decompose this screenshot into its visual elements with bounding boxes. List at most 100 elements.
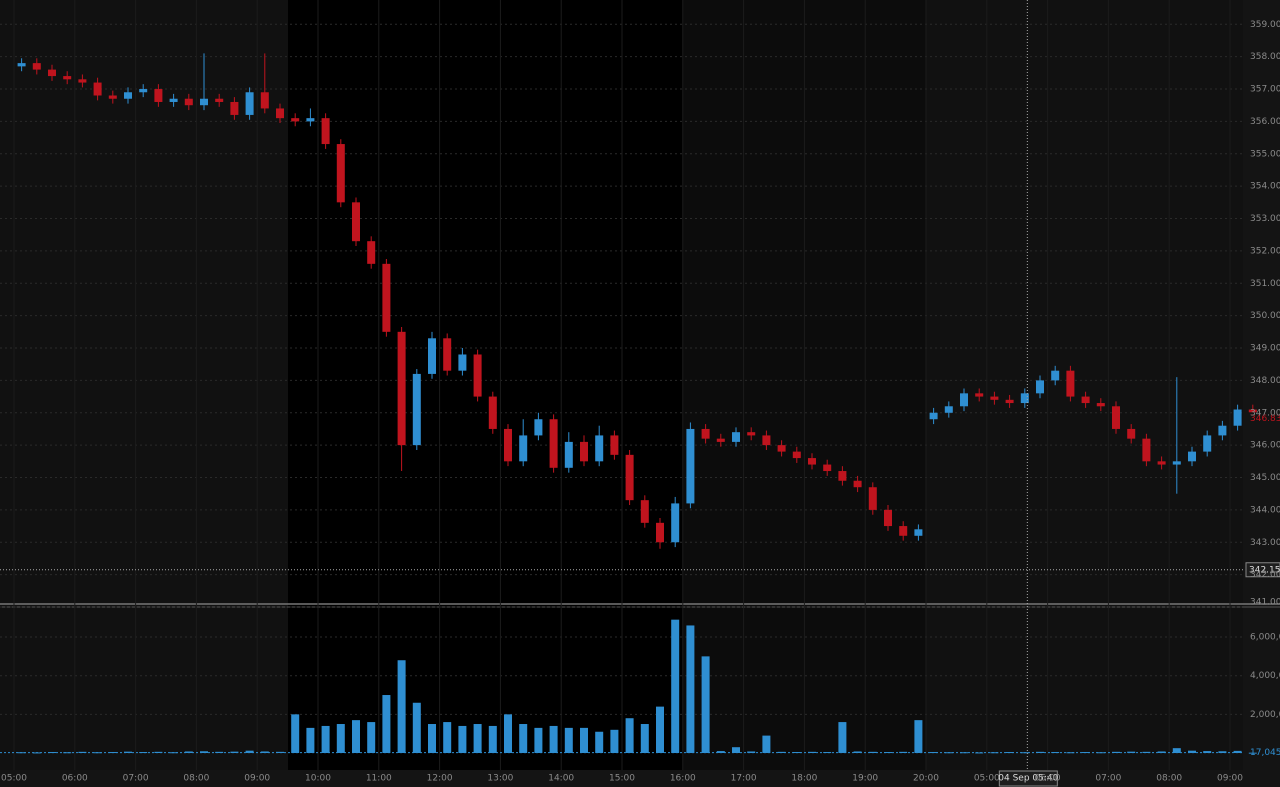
candle-body	[701, 428, 710, 439]
x-tick-label: 12:00	[427, 774, 453, 784]
volume-bar	[1248, 752, 1257, 754]
candle-body	[215, 98, 224, 102]
y-tick-label: 346.00	[1250, 441, 1280, 451]
crosshair-price-box	[1245, 562, 1280, 578]
volume-bar	[1051, 752, 1060, 754]
candle-body	[291, 118, 300, 122]
y-tick-label: 355.00	[1250, 149, 1280, 159]
candle-body	[960, 393, 968, 407]
volume-bar	[367, 722, 376, 753]
volume-bar	[671, 619, 680, 753]
x-tick-label: 20:00	[913, 774, 939, 784]
candle-body	[397, 331, 406, 446]
candle-body	[975, 393, 984, 397]
volume-bar	[595, 731, 604, 753]
volume-bar	[382, 695, 391, 753]
candle-body	[625, 454, 634, 501]
candle-body	[108, 95, 117, 99]
candle-body	[534, 419, 543, 436]
volume-bar	[610, 729, 619, 753]
volume-bar	[488, 725, 497, 753]
volume-bar	[656, 706, 664, 753]
candle-body	[428, 338, 436, 374]
y-tick-label: 357.00	[1250, 85, 1280, 95]
candle-body	[32, 63, 41, 70]
volume-bar	[473, 724, 482, 753]
candle-body	[1157, 461, 1166, 465]
candle-body	[1233, 409, 1242, 426]
candle-body	[990, 396, 999, 400]
x-tick-label: 16:00	[670, 774, 696, 784]
volume-bar	[747, 751, 756, 753]
candle-body	[1127, 428, 1136, 439]
volume-bar	[899, 751, 908, 753]
x-tick-label: 08:00	[183, 774, 209, 784]
y-tick-label: 351.00	[1250, 279, 1280, 289]
y-tick-label: 347.00	[1250, 408, 1280, 418]
x-tick-label: 10:00	[305, 774, 331, 784]
x-tick-label: 06:00	[1035, 774, 1061, 784]
candle-body	[1051, 370, 1060, 381]
x-tick-label: 05:00	[974, 774, 1000, 784]
y-tick-label: 358.00	[1250, 52, 1280, 62]
candle-body	[230, 101, 239, 115]
candle-body	[686, 428, 695, 504]
candle-body	[336, 144, 345, 203]
y-tick-label: 342.00	[1250, 570, 1280, 580]
volume-bar	[701, 656, 710, 753]
volume-bar	[534, 727, 543, 753]
volume-bar	[625, 718, 634, 753]
y-tick-label: 341.00	[1250, 598, 1280, 608]
candle-body	[564, 441, 573, 468]
volume-bar	[154, 751, 163, 753]
candle-body	[777, 445, 786, 452]
candle-body	[139, 89, 148, 93]
volume-bar	[519, 724, 528, 753]
y-tick-label: 343.00	[1250, 538, 1280, 548]
y-tick-label: 354.00	[1250, 182, 1280, 192]
candle-body	[656, 522, 664, 543]
candle-body	[1172, 461, 1181, 465]
candle-body	[792, 451, 801, 459]
volume-bar	[975, 752, 984, 754]
volume-bar	[1142, 751, 1151, 753]
candle-body	[276, 108, 284, 119]
volume-bar	[823, 752, 832, 754]
y-tick-label: 350.00	[1250, 311, 1280, 321]
volume-bar	[443, 722, 452, 753]
candle-body	[154, 89, 163, 102]
volume-bar	[200, 751, 208, 753]
candle-body	[1066, 370, 1075, 397]
volume-bar	[564, 727, 573, 753]
last-price-box	[1246, 412, 1280, 425]
candle-body	[78, 79, 87, 83]
grid	[0, 0, 1243, 770]
candle-body	[808, 458, 816, 465]
volume-bar	[504, 714, 512, 753]
candle-body	[853, 480, 862, 488]
candle-body	[504, 428, 512, 462]
volume-bar	[306, 727, 315, 753]
x-tick-label: 05:00	[1, 774, 27, 784]
candle-body	[1005, 399, 1014, 404]
plot	[17, 53, 1257, 754]
candle-body	[914, 529, 923, 536]
volume-tick-label: 2,000,000	[1250, 710, 1280, 720]
y-tick-label: 344.00	[1250, 505, 1280, 515]
volume-bar	[291, 714, 300, 753]
volume-bar	[1218, 751, 1227, 753]
volume-tick-label: 6,000,000	[1250, 633, 1280, 643]
y-tick-label: 348.00	[1250, 376, 1280, 386]
candle-body	[868, 487, 877, 510]
volume-bar	[245, 750, 254, 753]
candle-body	[1081, 396, 1090, 404]
candle-body	[245, 92, 254, 115]
session-regular	[288, 0, 683, 770]
candle-body	[549, 419, 558, 468]
y-tick-label: 353.00	[1250, 214, 1280, 224]
candle-body	[488, 396, 497, 429]
candle-body	[352, 202, 360, 242]
